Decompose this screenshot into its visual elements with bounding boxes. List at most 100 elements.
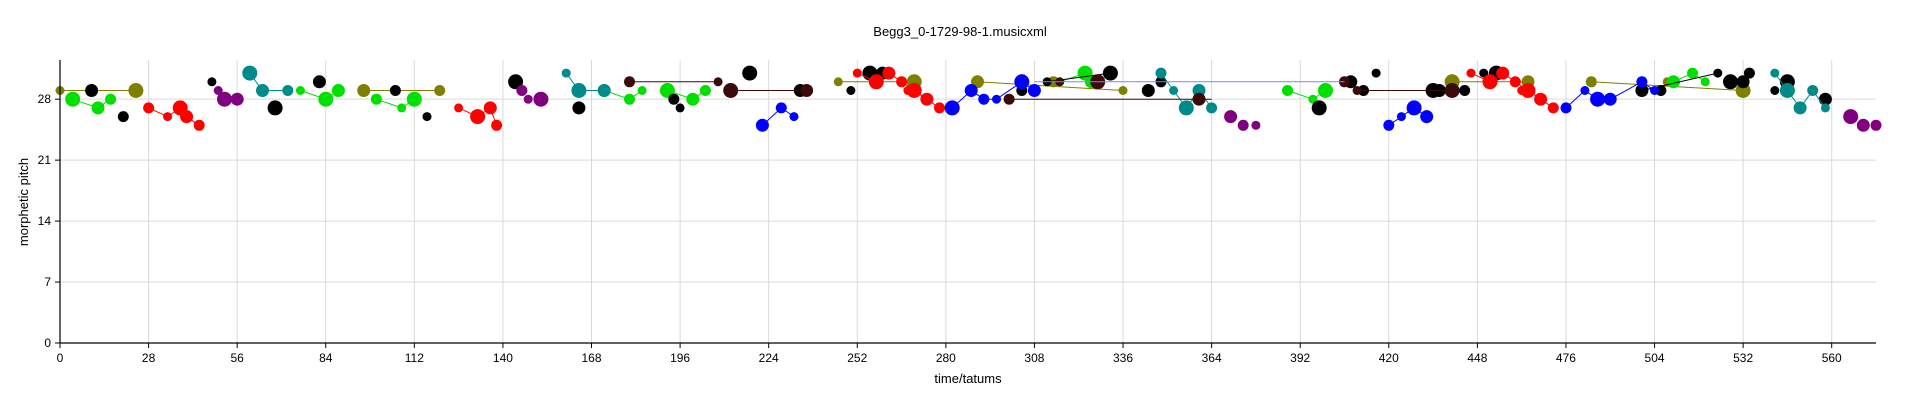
data-point [1169,86,1179,95]
data-point [1371,68,1381,78]
data-point [906,83,922,98]
series-2 [85,65,1832,123]
y-tick-label: 14 [38,214,52,228]
data-point [217,91,232,107]
data-point [1590,91,1606,107]
data-point [1818,92,1832,106]
data-point [256,84,269,97]
data-point [1311,100,1327,116]
data-point [1687,67,1698,79]
data-point [1014,74,1030,90]
data-point [1560,102,1572,114]
data-point [128,83,144,98]
data-point [868,74,884,90]
data-point [65,91,81,107]
data-point [1723,74,1738,90]
data-point [789,112,799,122]
data-point [1585,76,1597,88]
data-point [1603,92,1617,106]
data-point [1102,65,1118,81]
x-tick-label: 56 [230,351,244,365]
data-point [357,84,371,97]
data-point [1700,77,1710,87]
x-tick-label: 560 [1822,351,1842,365]
data-point [1224,110,1238,124]
data-point [1251,120,1261,130]
data-point [207,77,217,87]
data-point [1282,85,1293,96]
data-point [882,66,896,80]
data-point [1027,84,1041,97]
data-point [1856,118,1870,132]
data-point [523,94,533,104]
data-point [637,86,647,95]
data-point [1396,112,1406,122]
data-point [454,103,464,113]
data-point [1635,84,1649,97]
data-point [1444,83,1460,98]
data-point [668,93,680,105]
x-tick-label: 168 [581,351,601,365]
x-tick-label: 308 [1024,351,1044,365]
x-tick-label: 392 [1290,351,1310,365]
data-point [282,85,294,96]
data-point [242,65,258,81]
data-point [920,92,934,106]
data-point [1520,83,1536,98]
data-point [597,84,611,97]
data-point [180,110,194,124]
data-point [624,76,635,88]
data-point [852,68,862,78]
data-point [1479,68,1489,78]
data-point [934,102,945,114]
x-tick-label: 84 [319,351,333,365]
data-point [483,101,497,115]
data-point [143,102,155,114]
plot-area [55,65,1882,132]
data-point [1770,86,1780,95]
x-tick-label: 336 [1113,351,1133,365]
series-line [458,107,498,126]
data-point [1807,85,1819,96]
data-point [686,92,700,106]
data-point [213,86,223,95]
data-point [659,83,675,98]
data-point [1793,101,1807,115]
x-tick-label: 532 [1733,351,1753,365]
x-tick-label: 112 [405,351,424,365]
y-tick-label: 0 [44,336,51,350]
data-point [561,68,571,78]
data-point [1178,100,1194,116]
data-point [1820,103,1830,113]
chart-title: Begg3_0-1729-98-1.musicxml [873,24,1047,39]
data-point [1466,68,1476,78]
data-point [318,91,334,107]
data-point [1141,84,1155,97]
data-point [992,94,1001,104]
data-point [1383,119,1395,131]
data-point [295,86,305,95]
series-5 [242,65,1830,116]
x-tick-label: 252 [847,351,867,365]
data-point [1636,76,1648,88]
data-point [533,91,549,107]
data-point [800,84,814,97]
y-tick-label: 21 [38,153,52,167]
data-point [699,85,711,96]
data-point [755,118,769,132]
series-6 [755,74,1659,132]
data-point [1237,119,1249,131]
data-point [117,111,129,123]
data-point [491,119,503,131]
data-point [675,103,685,113]
data-point [267,100,283,116]
data-point [331,84,345,97]
data-point [1779,83,1795,98]
data-point [434,85,446,96]
data-point [1743,67,1755,79]
data-point [1736,75,1750,89]
x-tick-label: 364 [1202,351,1222,365]
x-tick-label: 504 [1645,351,1665,365]
data-point [1496,66,1510,80]
